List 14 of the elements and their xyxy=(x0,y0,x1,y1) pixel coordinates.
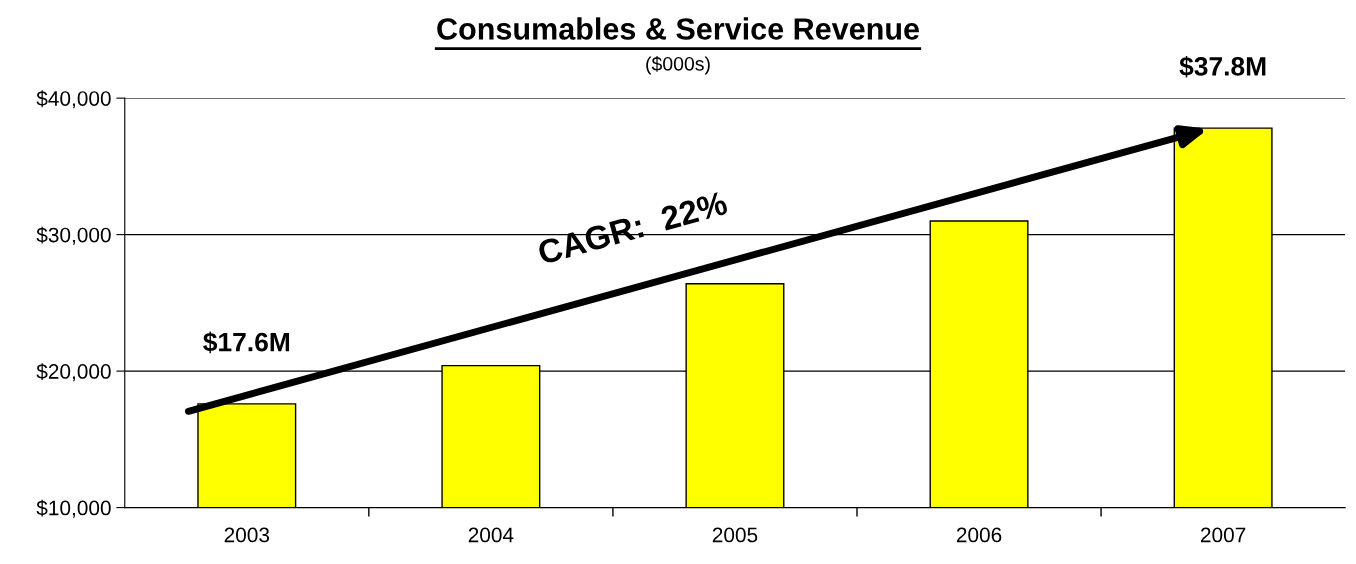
chart-title: Consumables & Service Revenue xyxy=(437,17,919,40)
annotation: $37.8M xyxy=(1179,55,1266,78)
chart-subtitle: ($000s) xyxy=(646,56,710,75)
y-tick-label: $30,000 xyxy=(36,226,111,245)
y-tick-label: $20,000 xyxy=(36,363,111,382)
annotation: CAGR: 22% xyxy=(536,190,729,265)
y-tick-label: $40,000 xyxy=(36,90,111,109)
x-tick-label: 2006 xyxy=(956,527,1002,543)
x-tick-label: 2004 xyxy=(468,527,514,543)
x-tick-label: 2003 xyxy=(224,527,270,543)
x-tick-label: 2007 xyxy=(1200,527,1246,543)
x-tick-label: 2005 xyxy=(712,527,758,543)
annotation: $17.6M xyxy=(203,331,290,354)
y-tick-label: $10,000 xyxy=(36,499,111,518)
